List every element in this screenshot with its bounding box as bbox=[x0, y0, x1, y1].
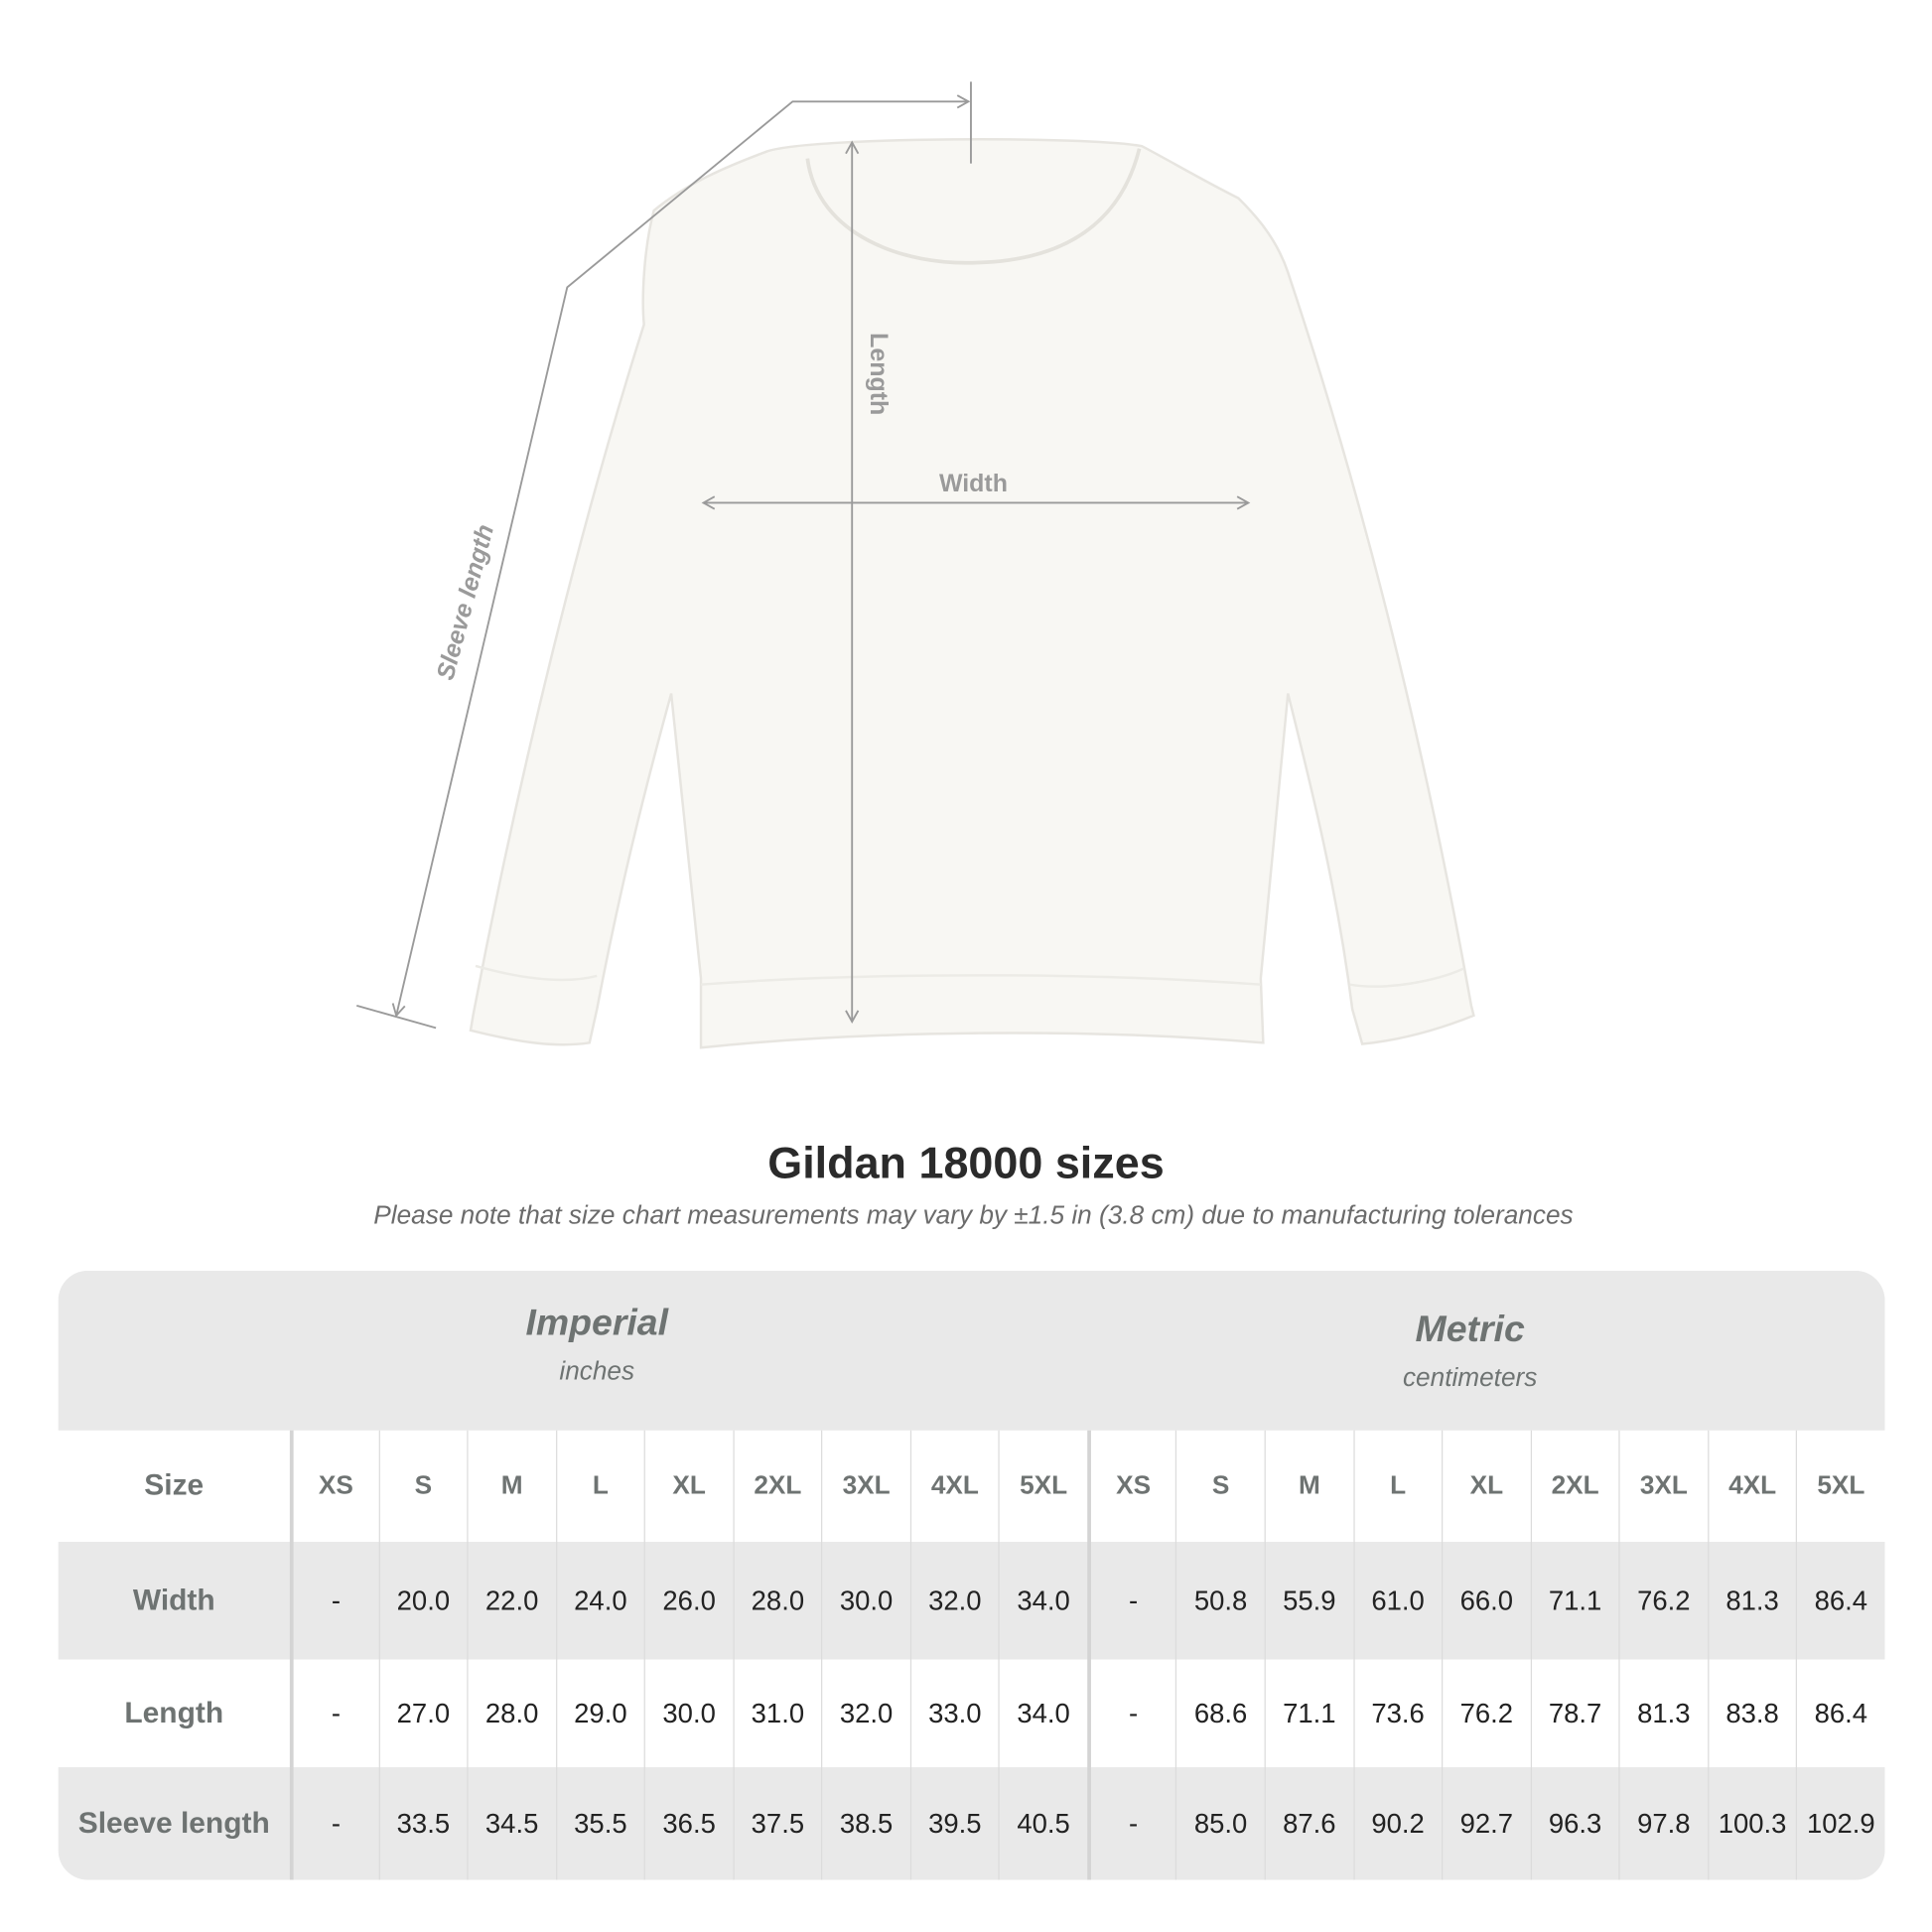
size-header-row: Size XS S M L XL 2XL 3XL 4XL 5XL XS S M L XL 2XL 3XL 4XL… bbox=[59, 1430, 1885, 1543]
value-cell: 34.0 bbox=[998, 1659, 1087, 1768]
size-table: Imperial inches Metric centimeters Size … bbox=[58, 1270, 1885, 1880]
length-label: Length bbox=[865, 333, 893, 415]
value-cell: 55.9 bbox=[1264, 1542, 1353, 1660]
size-header-cell: 2XL bbox=[1530, 1430, 1618, 1543]
value-cell: 81.3 bbox=[1707, 1542, 1796, 1660]
value-cell: 87.6 bbox=[1264, 1767, 1353, 1880]
imperial-unit: inches bbox=[559, 1357, 635, 1386]
value-cell: 96.3 bbox=[1530, 1767, 1618, 1880]
row-label: Width bbox=[132, 1583, 215, 1617]
measure-lines bbox=[355, 81, 1251, 1030]
value-cell: 92.7 bbox=[1442, 1767, 1530, 1880]
value-cell: 61.0 bbox=[1352, 1542, 1442, 1660]
size-header-cell: S bbox=[378, 1430, 467, 1543]
value-cell: - bbox=[289, 1767, 378, 1880]
value-cell: 66.0 bbox=[1442, 1542, 1530, 1660]
page-title: Gildan 18000 sizes bbox=[767, 1137, 1165, 1188]
metric-unit: centimeters bbox=[1402, 1363, 1538, 1393]
value-cell: 90.2 bbox=[1352, 1767, 1442, 1880]
value-cell: - bbox=[289, 1542, 378, 1660]
value-cell: 71.1 bbox=[1264, 1659, 1353, 1768]
value-cell: 20.0 bbox=[378, 1542, 467, 1660]
value-cell: 33.5 bbox=[378, 1767, 467, 1880]
sleeve-length-label: Sleeve length bbox=[431, 521, 499, 683]
sweatshirt-diagram: Length Width Sleeve length bbox=[355, 81, 1475, 1049]
size-label: Size bbox=[144, 1468, 205, 1503]
width-label: Width bbox=[939, 470, 1008, 497]
value-cell: 85.0 bbox=[1175, 1767, 1264, 1880]
value-cell: 73.6 bbox=[1352, 1659, 1442, 1768]
value-cell: 32.0 bbox=[909, 1542, 999, 1660]
size-header-cell: XL bbox=[643, 1430, 733, 1543]
value-cell: 39.5 bbox=[909, 1767, 999, 1880]
metric-title: Metric bbox=[1415, 1309, 1525, 1350]
value-cell: 32.0 bbox=[821, 1659, 909, 1768]
value-cell: 37.5 bbox=[733, 1767, 821, 1880]
value-cell: 28.0 bbox=[733, 1542, 821, 1660]
table-row: Sleeve length -33.5 34.5 35.5 36.5 37.5 38.5 39… bbox=[58, 1767, 1885, 1880]
value-cell: - bbox=[1087, 1767, 1175, 1880]
value-cell: 35.5 bbox=[555, 1767, 644, 1880]
value-cell: 83.8 bbox=[1707, 1659, 1796, 1768]
size-header-cell: XL bbox=[1442, 1430, 1530, 1543]
size-header-cell: 5XL bbox=[998, 1430, 1087, 1543]
value-cell: - bbox=[1087, 1659, 1175, 1768]
value-cell: 34.0 bbox=[998, 1542, 1087, 1660]
value-cell: 86.4 bbox=[1796, 1542, 1884, 1660]
value-cell: 28.0 bbox=[467, 1659, 555, 1768]
size-header-cell: 3XL bbox=[821, 1430, 909, 1543]
size-header-cell: 3XL bbox=[1618, 1430, 1708, 1543]
value-cell: 68.6 bbox=[1175, 1659, 1264, 1768]
value-cell: 71.1 bbox=[1530, 1542, 1618, 1660]
value-cell: 86.4 bbox=[1796, 1659, 1884, 1768]
value-cell: 29.0 bbox=[555, 1659, 644, 1768]
table-row: Width -20.0 22.0 24.0 26.0 28.0 30.0 32.0 34.0-5… bbox=[58, 1542, 1885, 1660]
size-header-cell: 5XL bbox=[1796, 1430, 1884, 1543]
value-cell: 22.0 bbox=[467, 1542, 555, 1660]
value-cell: 31.0 bbox=[733, 1659, 821, 1768]
value-cell: 38.5 bbox=[821, 1767, 909, 1880]
size-header-cell: L bbox=[555, 1430, 644, 1543]
value-cell: 76.2 bbox=[1618, 1542, 1708, 1660]
imperial-header: Imperial inches bbox=[455, 1303, 740, 1387]
tolerance-note: Please note that size chart measurements… bbox=[373, 1200, 1574, 1230]
size-header-cell: M bbox=[467, 1430, 555, 1543]
value-cell: 81.3 bbox=[1618, 1659, 1708, 1768]
sweatshirt-image bbox=[469, 137, 1475, 1049]
value-cell: 30.0 bbox=[821, 1542, 909, 1660]
size-header-cell: M bbox=[1264, 1430, 1353, 1543]
value-cell: 40.5 bbox=[998, 1767, 1087, 1880]
value-cell: 26.0 bbox=[643, 1542, 733, 1660]
value-cell: 97.8 bbox=[1618, 1767, 1708, 1880]
value-cell: 30.0 bbox=[643, 1659, 733, 1768]
value-cell: 36.5 bbox=[643, 1767, 733, 1880]
table-header-band bbox=[58, 1270, 1885, 1431]
size-header-cell: S bbox=[1175, 1430, 1264, 1543]
size-header-cell: XS bbox=[289, 1430, 378, 1543]
value-cell: - bbox=[289, 1659, 378, 1768]
row-label: Sleeve length bbox=[77, 1806, 270, 1841]
metric-header: Metric centimeters bbox=[1327, 1310, 1612, 1394]
size-header-cell: L bbox=[1352, 1430, 1442, 1543]
imperial-title: Imperial bbox=[525, 1303, 669, 1344]
value-cell: 27.0 bbox=[378, 1659, 467, 1768]
value-cell: 76.2 bbox=[1442, 1659, 1530, 1768]
row-label: Length bbox=[124, 1696, 224, 1729]
size-header-cell: XS bbox=[1087, 1430, 1175, 1543]
size-header-cell: 2XL bbox=[733, 1430, 821, 1543]
value-cell: 102.9 bbox=[1796, 1767, 1884, 1880]
value-cell: - bbox=[1087, 1542, 1175, 1660]
value-cell: 100.3 bbox=[1707, 1767, 1796, 1880]
value-cell: 24.0 bbox=[555, 1542, 644, 1660]
value-cell: 78.7 bbox=[1530, 1659, 1618, 1768]
value-cell: 50.8 bbox=[1175, 1542, 1264, 1660]
table-row: Length -27.0 28.0 29.0 30.0 31.0 32.0 33.0 34.0-… bbox=[59, 1659, 1885, 1768]
size-header-cell: 4XL bbox=[909, 1430, 999, 1543]
size-header-cell: 4XL bbox=[1707, 1430, 1796, 1543]
value-cell: 33.0 bbox=[909, 1659, 999, 1768]
value-cell: 34.5 bbox=[467, 1767, 555, 1880]
